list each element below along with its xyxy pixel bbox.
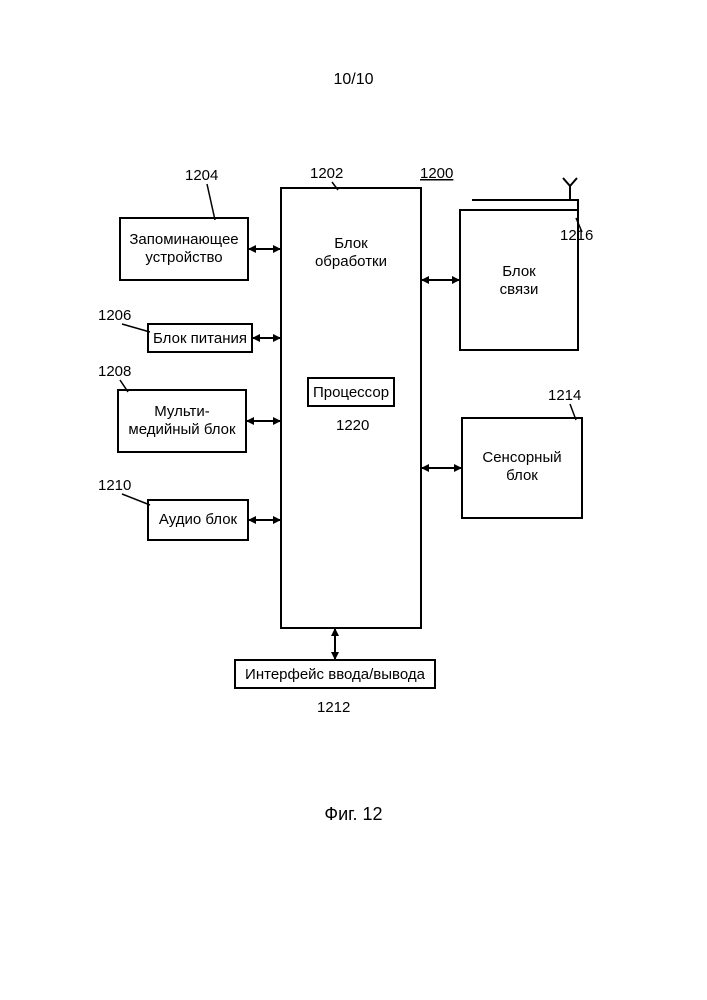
node-power-label: Блок питания xyxy=(153,330,247,347)
arrowhead-io-a xyxy=(331,628,339,636)
arrowhead-power-b xyxy=(273,334,281,342)
arrowhead-memory-a xyxy=(248,245,256,253)
node-comm-ref: 1216 xyxy=(560,227,593,244)
node-power-ref: 1206 xyxy=(98,307,131,324)
arrowhead-sensor-b xyxy=(454,464,462,472)
arrowhead-audio-a xyxy=(248,516,256,524)
arrowhead-multimedia-b xyxy=(273,417,281,425)
node-multimedia-ref: 1208 xyxy=(98,363,131,380)
node-audio-ref: 1210 xyxy=(98,477,131,494)
node-memory-leader xyxy=(207,184,215,220)
node-memory-label: Запоминающее xyxy=(129,231,238,248)
node-memory-label: устройство xyxy=(145,249,222,266)
node-sensor-ref: 1214 xyxy=(548,387,581,404)
arrowhead-comm-a xyxy=(421,276,429,284)
node-processing-label: обработки xyxy=(315,253,387,270)
node-audio-label: Аудио блок xyxy=(159,511,238,528)
arrowhead-audio-b xyxy=(273,516,281,524)
node-audio-leader xyxy=(122,494,150,505)
node-io-label: Интерфейс ввода/вывода xyxy=(245,666,426,683)
node-processing-label: Блок xyxy=(334,235,368,252)
arrowhead-memory-b xyxy=(273,245,281,253)
arrowhead-io-b xyxy=(331,652,339,660)
antenna-tip-icon xyxy=(563,178,577,186)
arrowhead-sensor-a xyxy=(421,464,429,472)
node-sensor-label: блок xyxy=(506,467,538,484)
node-multimedia-label: медийный блок xyxy=(128,421,236,438)
node-sensor-label: Сенсорный xyxy=(482,449,561,466)
node-comm-label: связи xyxy=(500,281,539,298)
node-comm-label: Блок xyxy=(502,263,536,280)
comm-back-panel xyxy=(472,200,578,210)
system-ref: 1200 xyxy=(420,165,453,182)
node-processor-ref: 1220 xyxy=(336,417,369,434)
arrowhead-comm-b xyxy=(452,276,460,284)
node-io-ref: 1212 xyxy=(317,699,350,716)
node-power-leader xyxy=(122,324,150,332)
node-processing-ref: 1202 xyxy=(310,165,343,182)
node-memory-ref: 1204 xyxy=(185,167,218,184)
node-multimedia-label: Мульти- xyxy=(154,403,209,420)
arrowhead-power-a xyxy=(252,334,260,342)
figure-caption: Фиг. 12 xyxy=(324,804,382,824)
arrowhead-multimedia-a xyxy=(246,417,254,425)
page-header: 10/10 xyxy=(333,71,373,88)
node-processor-label: Процессор xyxy=(313,384,389,401)
